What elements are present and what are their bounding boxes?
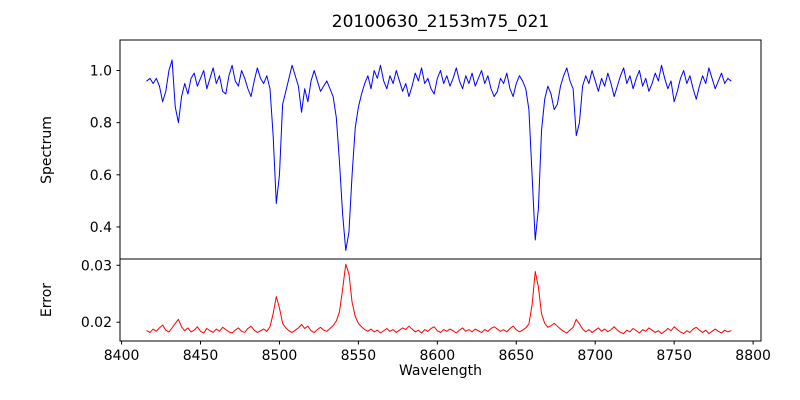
panel-bottom-frame xyxy=(119,258,762,342)
x-tick-label: 8650 xyxy=(498,348,534,364)
x-tick-label: 8500 xyxy=(262,348,298,364)
y-tick-label: 0.03 xyxy=(81,258,112,274)
x-tick-label: 8750 xyxy=(656,348,692,364)
spectrum-line xyxy=(146,59,732,251)
x-tick-label: 8550 xyxy=(341,348,377,364)
y-tick-label: 1.0 xyxy=(90,64,112,80)
wavelength-axis-label: Wavelength xyxy=(398,363,483,379)
x-tick-label: 8800 xyxy=(735,348,771,364)
panel-top-frame xyxy=(119,39,762,260)
y-tick-label: 0.8 xyxy=(90,116,112,132)
y-tick-label: 0.6 xyxy=(90,168,112,184)
y-tick-label: 0.4 xyxy=(90,220,112,236)
x-tick-label: 8400 xyxy=(104,348,140,364)
x-tick-label: 8450 xyxy=(183,348,219,364)
error-line xyxy=(146,263,732,335)
x-tick-label: 8700 xyxy=(577,348,613,364)
x-tick-label: 8600 xyxy=(420,348,456,364)
y-tick-label: 0.02 xyxy=(81,315,112,331)
chart-title: 20100630_2153m75_021 xyxy=(331,12,550,32)
